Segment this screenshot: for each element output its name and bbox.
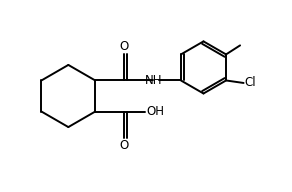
- Text: O: O: [120, 139, 129, 152]
- Text: Cl: Cl: [245, 76, 256, 89]
- Text: OH: OH: [146, 105, 164, 118]
- Text: NH: NH: [145, 74, 162, 87]
- Text: O: O: [120, 40, 129, 53]
